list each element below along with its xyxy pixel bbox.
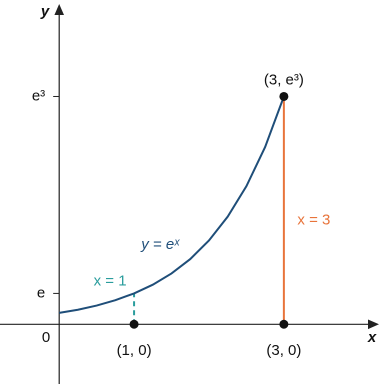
y-axis-label: y (40, 3, 50, 20)
y-tick-label: 0 (42, 329, 50, 346)
y-tick-label: e (37, 284, 45, 301)
x-axis-arrow (368, 319, 379, 330)
point-label: (3, 0) (266, 342, 301, 359)
vertical-line-label: x = 3 (297, 212, 330, 229)
vertical-line-label: x = 1 (94, 272, 127, 289)
x-axis-label: x (367, 329, 377, 346)
y-axis-arrow (54, 4, 64, 15)
point-label: (3, e³) (264, 71, 304, 88)
point (279, 91, 289, 101)
curve-label: y = eˣ (140, 236, 180, 253)
y-tick-label: e³ (32, 87, 45, 104)
point (129, 319, 139, 329)
point-label: (1, 0) (117, 342, 152, 359)
point (279, 319, 289, 329)
curve (59, 96, 285, 314)
